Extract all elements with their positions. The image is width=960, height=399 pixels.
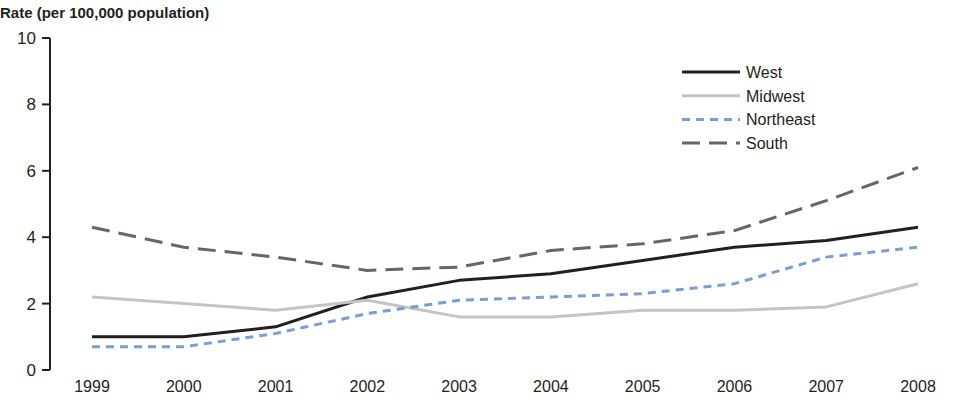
legend-swatch — [682, 142, 740, 145]
y-tick-label: 0 — [27, 361, 36, 380]
x-tick-label: 2003 — [441, 378, 477, 395]
x-tick-label: 2002 — [350, 378, 386, 395]
x-tick-label: 2005 — [625, 378, 661, 395]
x-tick-label: 2008 — [900, 378, 936, 395]
plot-area — [92, 167, 918, 346]
y-tick — [42, 369, 50, 371]
legend-swatch — [682, 71, 740, 74]
series-line — [92, 284, 918, 317]
x-tick-label: 2004 — [533, 378, 569, 395]
chart-svg: Rate (per 100,000 population) 0 2 4 6 8 10 1999… — [0, 0, 960, 399]
legend-swatch — [682, 118, 740, 121]
legend-label: Northeast — [746, 111, 816, 128]
x-tick-label: 1999 — [74, 378, 110, 395]
series-line — [92, 167, 918, 270]
y-tick-label: 10 — [17, 29, 36, 48]
x-tick-label: 2006 — [717, 378, 753, 395]
y-tick — [42, 170, 50, 172]
y-tick-label: 6 — [27, 162, 36, 181]
y-tick — [42, 303, 50, 305]
x-tick-label: 2000 — [166, 378, 202, 395]
x-tick-label: 2001 — [258, 378, 294, 395]
x-tick-label: 2007 — [808, 378, 844, 395]
legend-label: West — [746, 64, 783, 81]
y-tick — [42, 37, 50, 39]
y-tick-label: 2 — [27, 295, 36, 314]
series-line — [92, 227, 918, 337]
y-tick-label: 8 — [27, 95, 36, 114]
y-axis-line — [49, 38, 51, 370]
y-axis-label: Rate (per 100,000 population) — [0, 4, 209, 21]
y-tick — [42, 236, 50, 238]
legend-label: Midwest — [746, 88, 805, 105]
series-line — [92, 247, 918, 347]
y-tick — [42, 103, 50, 105]
legend-label: South — [746, 135, 788, 152]
legend-swatch — [682, 94, 740, 97]
y-tick-label: 4 — [27, 228, 36, 247]
chart-container: Rate (per 100,000 population) 0 2 4 6 8 10 1999… — [0, 0, 960, 399]
